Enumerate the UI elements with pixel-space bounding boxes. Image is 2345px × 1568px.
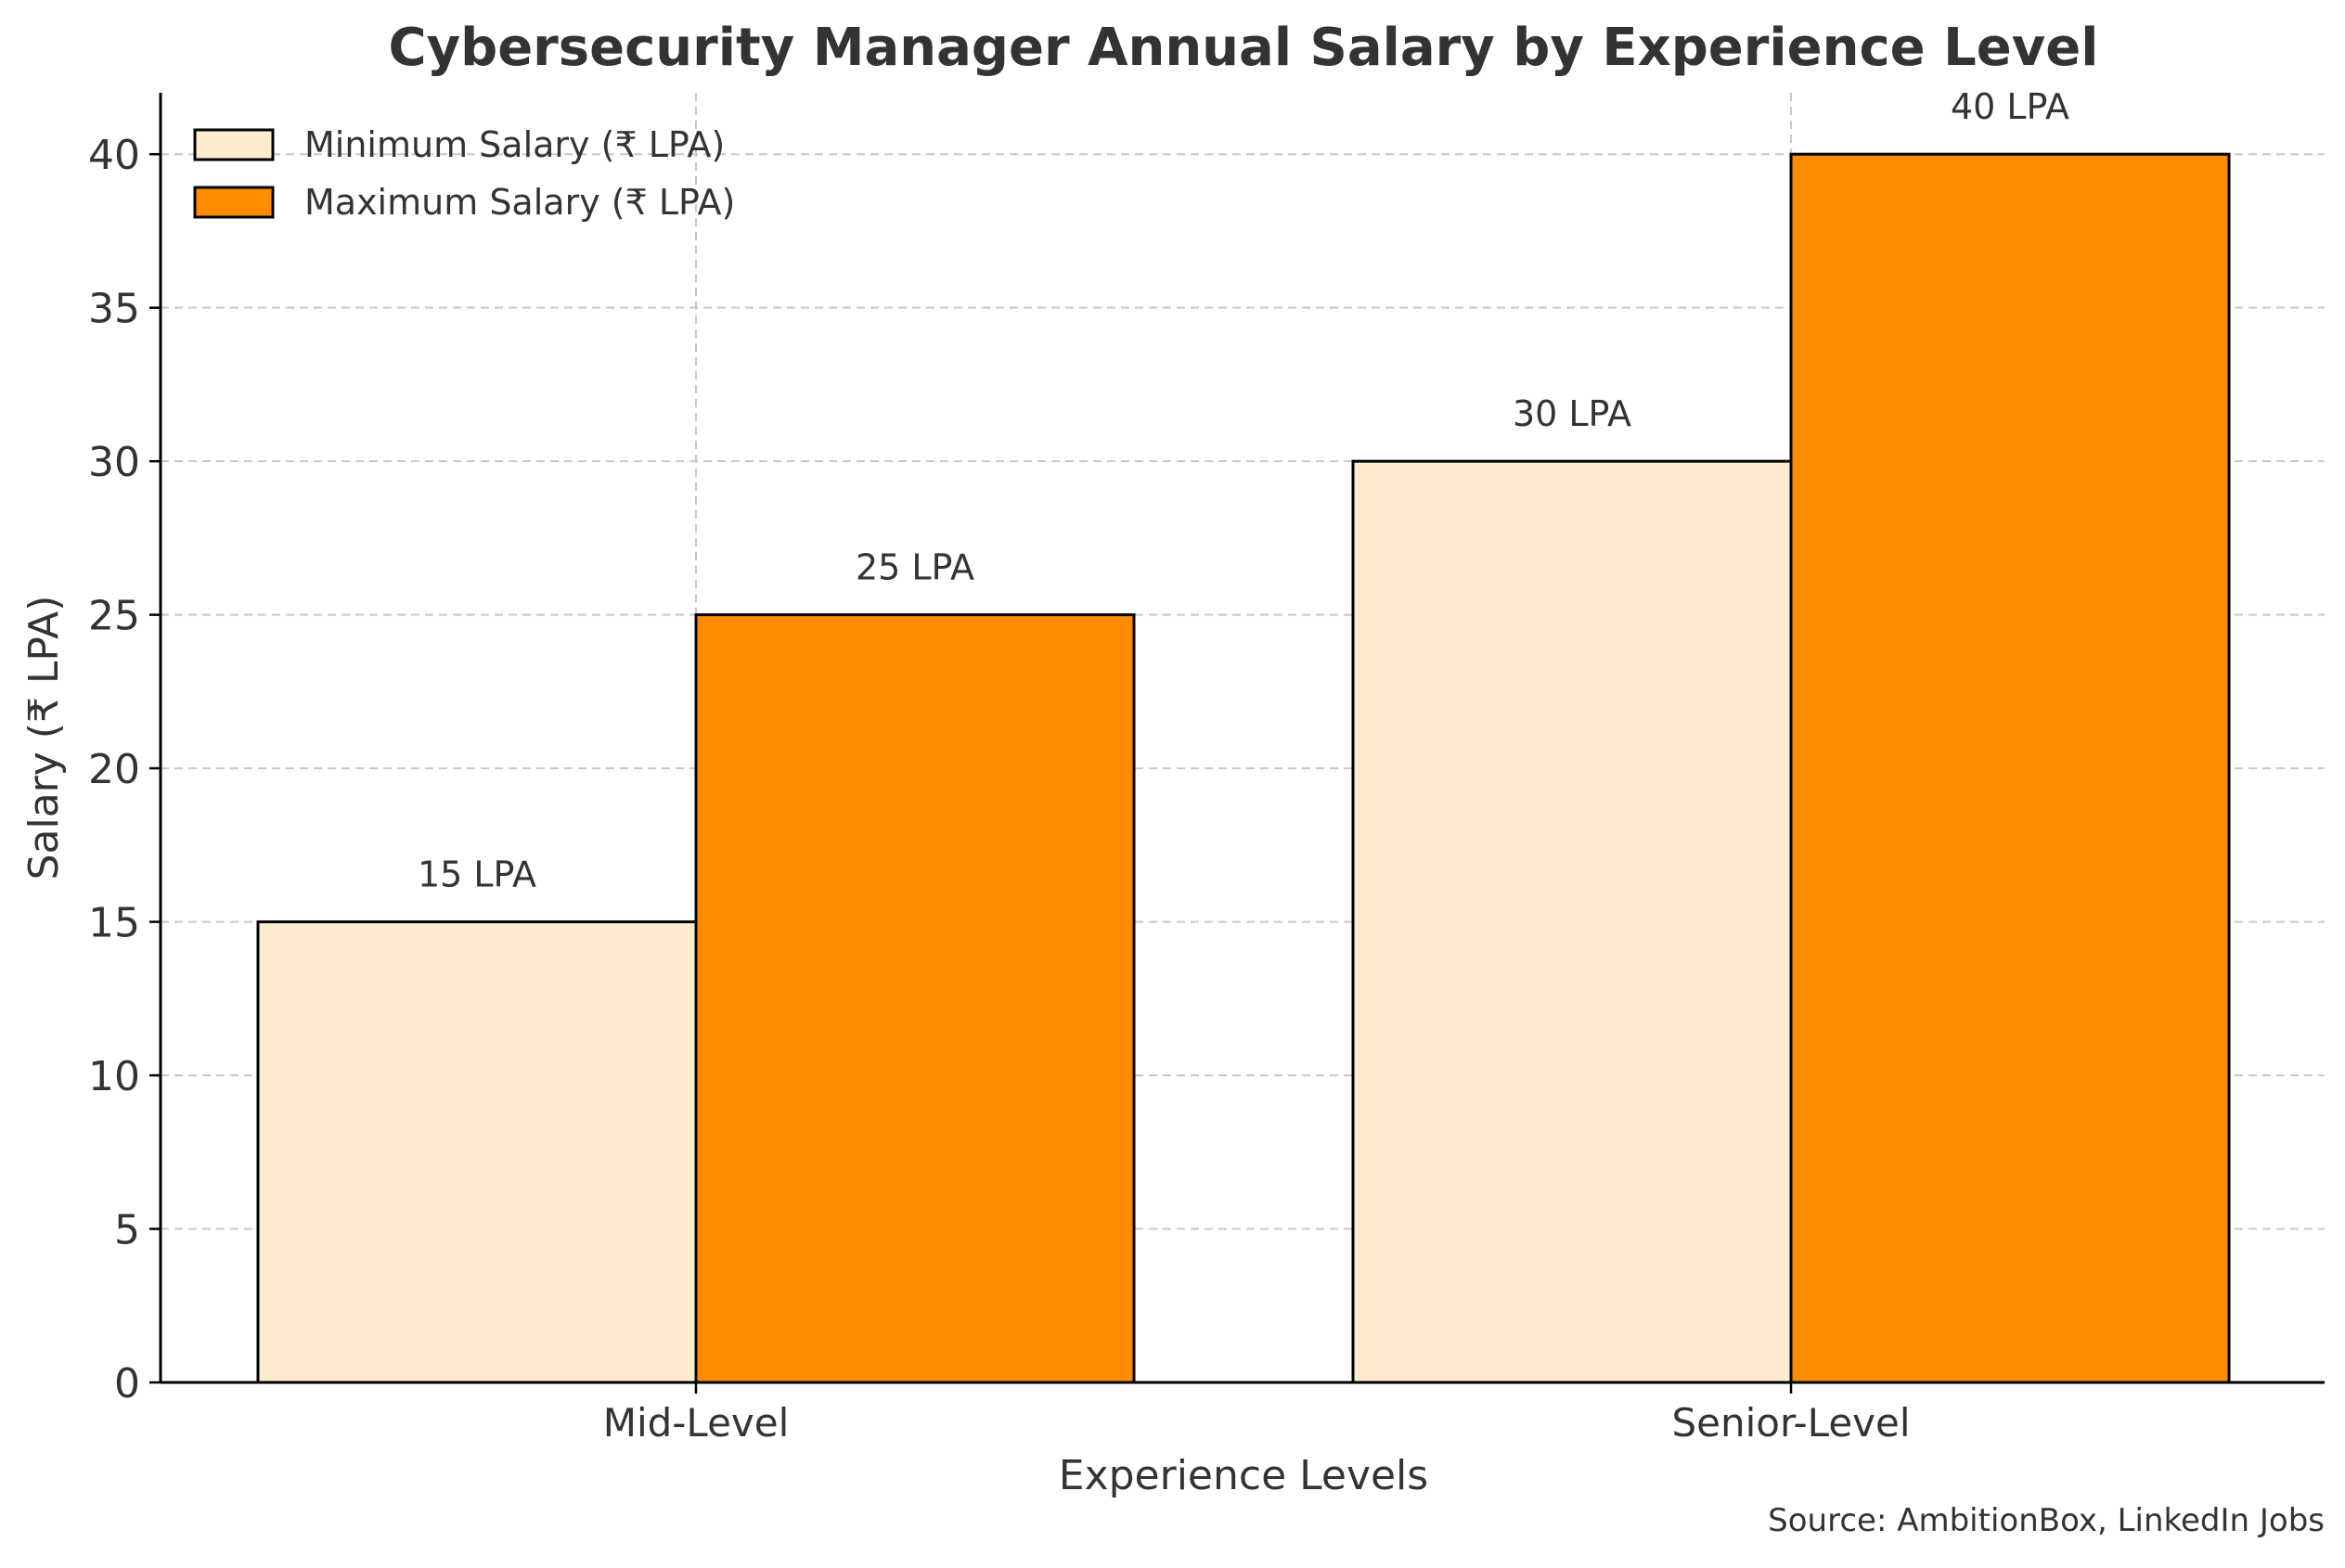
y-tick-label: 35 [88,286,140,333]
y-axis-label: Salary (₹ LPA) [20,596,68,880]
legend-label-maximum: Maximum Salary (₹ LPA) [304,182,735,223]
bar-value-label: 15 LPA [418,855,536,895]
legend: Minimum Salary (₹ LPA) Maximum Salary (₹… [193,124,735,223]
y-tick-label: 0 [114,1360,140,1407]
bar-value-label: 40 LPA [1951,86,2069,127]
legend-label-minimum: Minimum Salary (₹ LPA) [304,124,725,165]
y-tick-label: 5 [114,1207,140,1254]
x-tick-label: Senior-Level [1671,1400,1910,1446]
y-tick-label: 20 [88,746,140,793]
bars-layer [256,152,2231,1384]
y-tick-label: 25 [88,593,140,640]
axes-layer: 0 5 10 15 20 25 30 35 40 Mid-Level Senior-Level [88,93,2325,1446]
x-axis-label: Experience Levels [1059,1452,1428,1499]
chart-title: Cybersecurity Manager Annual Salary by E… [389,18,2099,78]
source-note: Source: AmbitionBox, LinkedIn Jobs [1768,1502,2325,1539]
bar-minimum-mid-level [256,920,698,1384]
bar-value-label: 25 LPA [856,547,974,588]
bar-maximum-senior-level [1789,152,2231,1384]
bar-value-label: 30 LPA [1513,393,1631,434]
y-tick-label: 40 [88,132,140,179]
bar-minimum-senior-level [1351,459,1793,1384]
y-tick-label: 10 [88,1053,140,1100]
data-labels-layer: 15 LPA 25 LPA 30 LPA 40 LPA [418,86,2069,894]
bar-maximum-mid-level [694,613,1136,1384]
y-tick-label: 30 [88,439,140,486]
legend-swatch-minimum [193,128,275,161]
legend-swatch-maximum [193,186,275,219]
y-tick-label: 15 [88,900,140,947]
x-tick-label: Mid-Level [603,1400,790,1446]
